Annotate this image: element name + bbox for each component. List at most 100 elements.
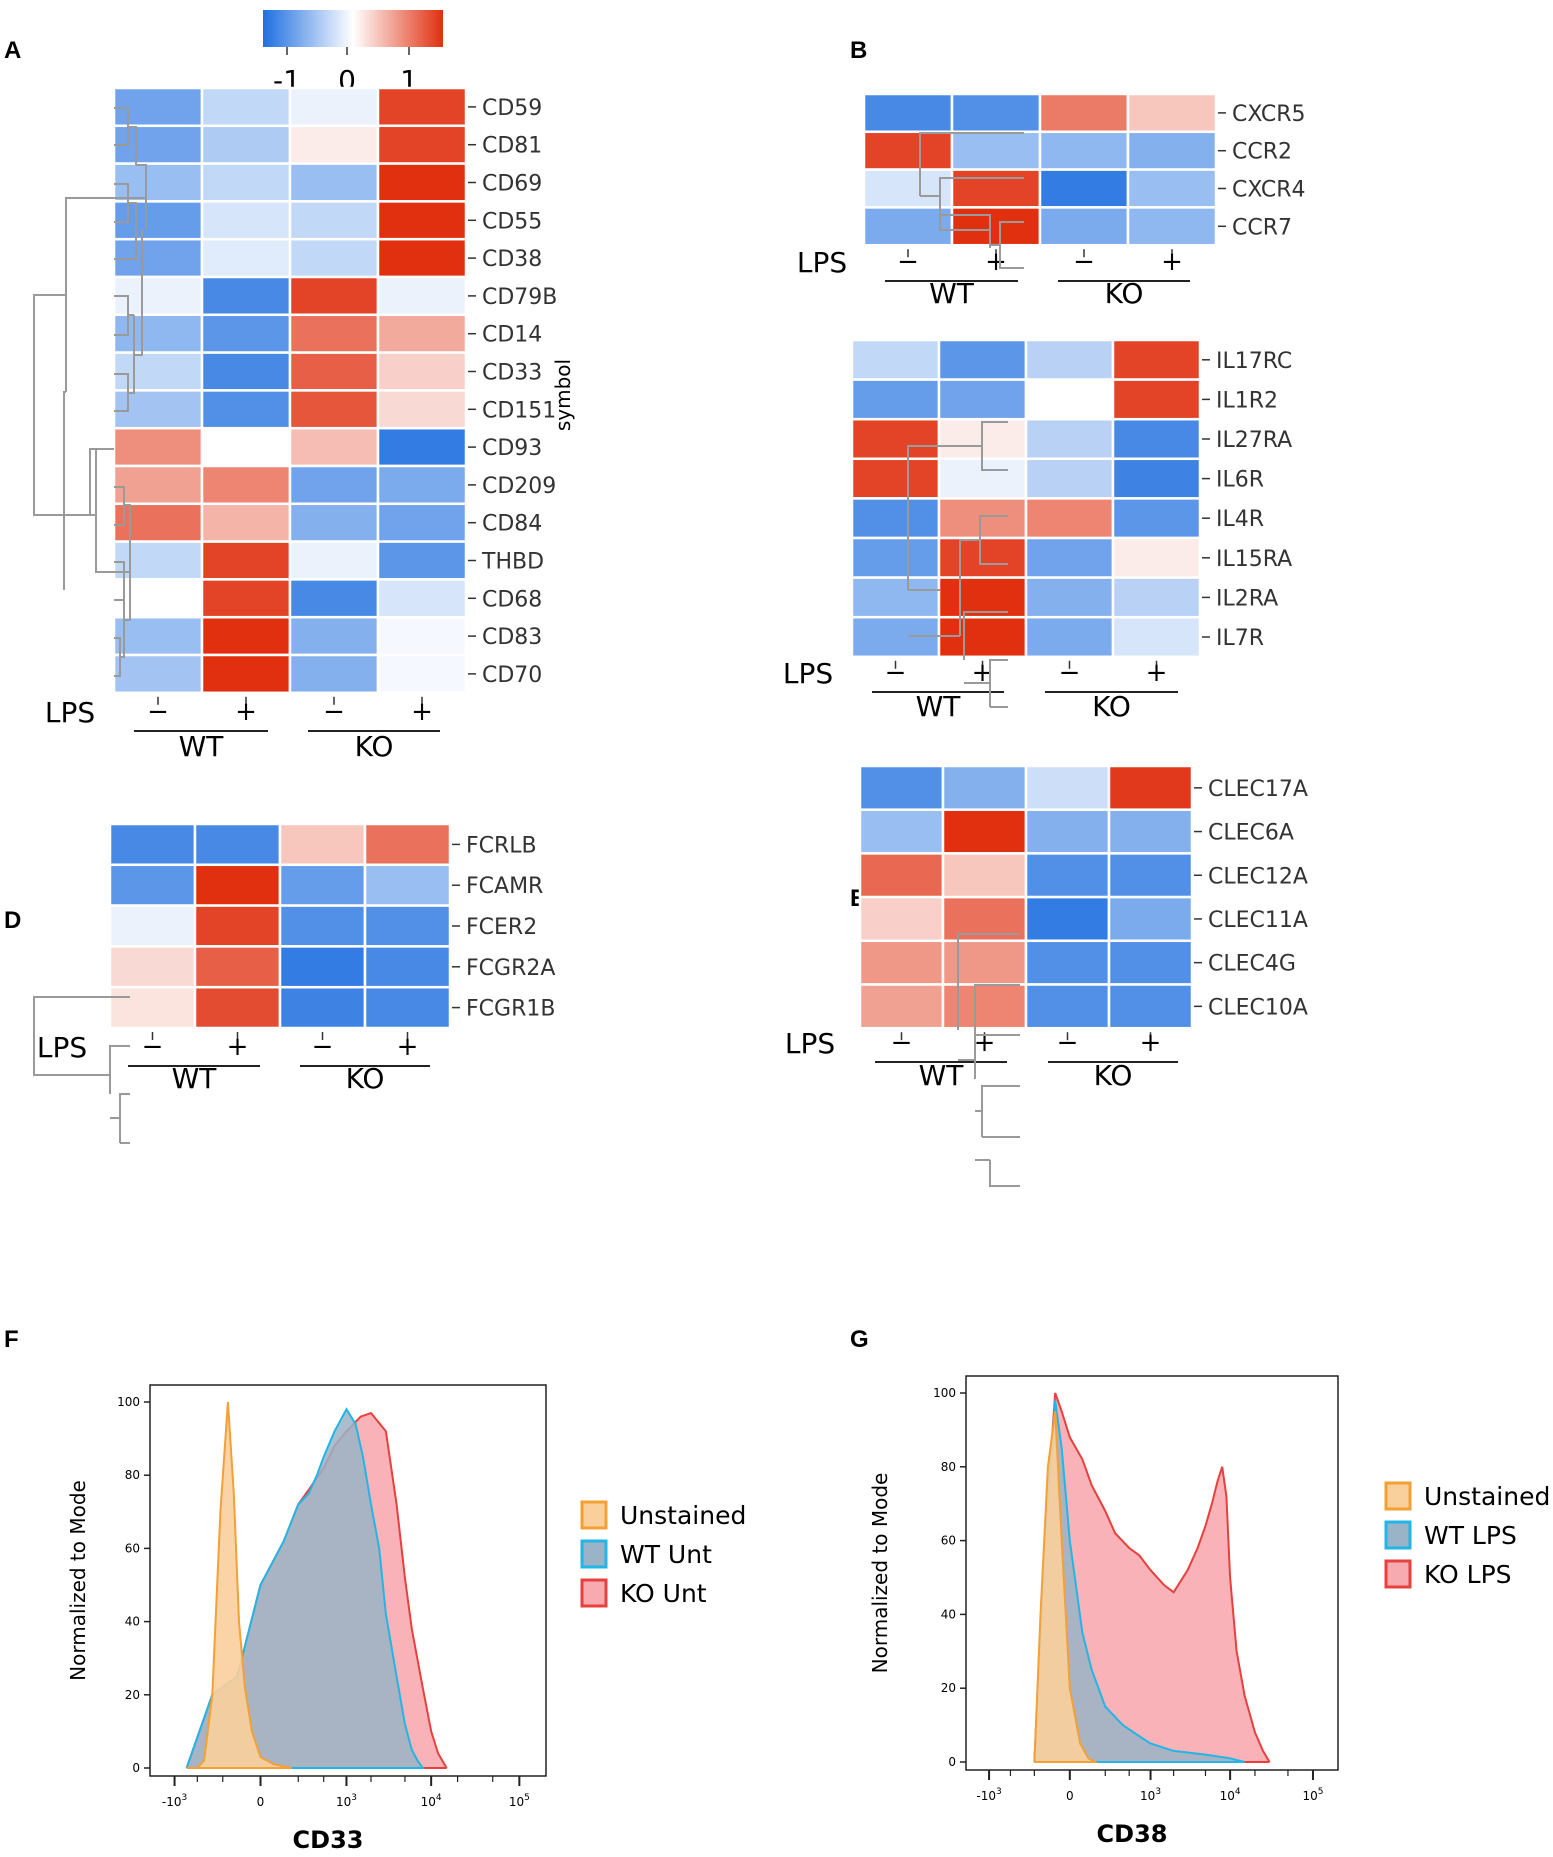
heatmap-cell xyxy=(376,653,468,695)
legend-label: Unstained xyxy=(1424,1482,1550,1511)
heatmap-cell xyxy=(1111,378,1202,421)
lps-plus-label: + xyxy=(1161,247,1183,277)
heatmap-cell xyxy=(112,578,204,619)
y-tick-label: 100 xyxy=(933,1386,956,1400)
y-tick-label: 60 xyxy=(125,1541,140,1555)
heatmap-cell xyxy=(288,86,380,128)
row-label: CD68 xyxy=(482,587,542,612)
heatmap-cell xyxy=(200,615,292,657)
row-label: FCGR2A xyxy=(466,956,555,981)
heatmap-cell xyxy=(108,945,197,989)
heatmap-cell xyxy=(937,378,1028,421)
heatmap-cell xyxy=(1038,168,1130,209)
heatmap-cell xyxy=(363,822,452,867)
row-label: CLEC4G xyxy=(1208,952,1296,977)
row-label: FCAMR xyxy=(466,874,543,899)
row-label: CCR7 xyxy=(1232,215,1292,240)
legend-swatch xyxy=(1384,1520,1412,1550)
lps-minus-label: − xyxy=(897,247,919,277)
heatmap-cell xyxy=(862,130,954,171)
heatmap-a: CD59 CD81 CD69 CD55 CD38 CD79B CD14 CD33 CD151 CD… xyxy=(45,86,575,763)
y-tick-label: 0 xyxy=(948,1755,956,1769)
lps-plus-label: + xyxy=(397,1032,419,1062)
row-label: IL6R xyxy=(1216,468,1264,493)
heatmap-cell xyxy=(108,863,197,907)
group-label-wt: WT xyxy=(916,690,962,723)
dendrogram-a xyxy=(33,107,147,677)
lps-label: LPS xyxy=(785,1027,835,1060)
heatmap-cell xyxy=(193,904,282,948)
colorbar xyxy=(263,10,443,47)
heatmap-cell xyxy=(950,92,1042,134)
heatmap-cell xyxy=(278,904,367,948)
heatmap-cell xyxy=(1107,983,1194,1030)
legend-swatch xyxy=(580,1578,608,1608)
heatmap-cell xyxy=(1024,536,1115,579)
heatmap-cell xyxy=(950,206,1042,247)
lps-label: LPS xyxy=(783,657,833,690)
group-label-ko: KO xyxy=(1105,277,1144,310)
y-tick-label: 100 xyxy=(117,1395,140,1409)
panel-letter-b: B xyxy=(850,37,867,64)
heatmap-cell xyxy=(200,275,292,317)
panel-letter-d: D xyxy=(4,907,21,934)
row-label: IL17RC xyxy=(1216,349,1292,374)
heatmap-cell xyxy=(1126,130,1218,171)
row-label: CD59 xyxy=(482,96,542,121)
heatmap-cell xyxy=(1111,576,1202,619)
dendrogram-d xyxy=(33,996,130,1144)
heatmap-cell xyxy=(288,351,380,392)
series-area-unstained xyxy=(1033,1411,1099,1763)
x-tick-label: 0 xyxy=(257,1795,265,1809)
heatmap-cell xyxy=(200,389,292,430)
heatmap-cell xyxy=(850,378,941,421)
x-tick-label: -103 xyxy=(162,1793,187,1809)
heatmap-cell xyxy=(1024,764,1111,811)
row-label: CD151 xyxy=(482,398,556,423)
heatmap-cell xyxy=(950,130,1042,171)
x-tick-label: 0 xyxy=(1066,1789,1074,1803)
heatmap-cell xyxy=(112,426,204,468)
lps-minus-label: − xyxy=(891,1028,913,1058)
heatmap-cell xyxy=(288,426,380,468)
heatmap-cell xyxy=(1024,895,1111,943)
heatmap-cell xyxy=(1024,615,1115,659)
heatmap-cell xyxy=(112,464,204,506)
y-tick-label: 40 xyxy=(125,1615,140,1629)
group-label-ko: KO xyxy=(1092,690,1131,723)
y-tick-label: 20 xyxy=(941,1681,956,1695)
heatmap-cell xyxy=(200,162,292,203)
lps-plus-label: + xyxy=(974,1028,996,1058)
heatmap-cell xyxy=(1111,536,1202,579)
heatmap-cell xyxy=(1107,764,1194,811)
heatmap-cell xyxy=(288,464,380,506)
heatmap-cell xyxy=(1111,497,1202,540)
heatmap-cell xyxy=(200,237,292,279)
lps-minus-label: − xyxy=(1073,247,1095,277)
panel-letter-a: A xyxy=(4,37,21,64)
row-label: IL4R xyxy=(1216,507,1264,532)
heatmap-cell xyxy=(858,939,945,986)
series-area-ko-lps xyxy=(1033,1392,1271,1763)
heatmap-cell xyxy=(376,389,468,430)
heatmap-cell xyxy=(858,895,945,943)
heatmap-cell xyxy=(1024,983,1111,1030)
heatmap-cell xyxy=(376,540,468,581)
heatmap-cell xyxy=(200,464,292,506)
row-label: CD93 xyxy=(482,436,542,461)
heatmap-cell xyxy=(288,162,380,203)
heatmap-ylabel: symbol xyxy=(551,359,575,431)
heatmap-cell xyxy=(278,863,367,907)
heatmap-cell xyxy=(363,945,452,989)
heatmap-cell xyxy=(1038,92,1130,134)
row-label: CD209 xyxy=(482,474,556,499)
heatmap-cell xyxy=(858,852,945,899)
lps-plus-label: + xyxy=(972,658,994,688)
heatmap-d: FCRLB FCAMR FCER2 FCGR2A FCGR1B − + − + LPS WT KO xyxy=(37,822,555,1095)
row-label: CLEC17A xyxy=(1208,777,1308,802)
row-label: CCR2 xyxy=(1232,140,1292,165)
lps-minus-label: − xyxy=(323,697,345,727)
heatmap-cell xyxy=(288,124,380,165)
heatmap-cell xyxy=(1024,338,1115,381)
dendrogram-e xyxy=(957,933,1020,1187)
